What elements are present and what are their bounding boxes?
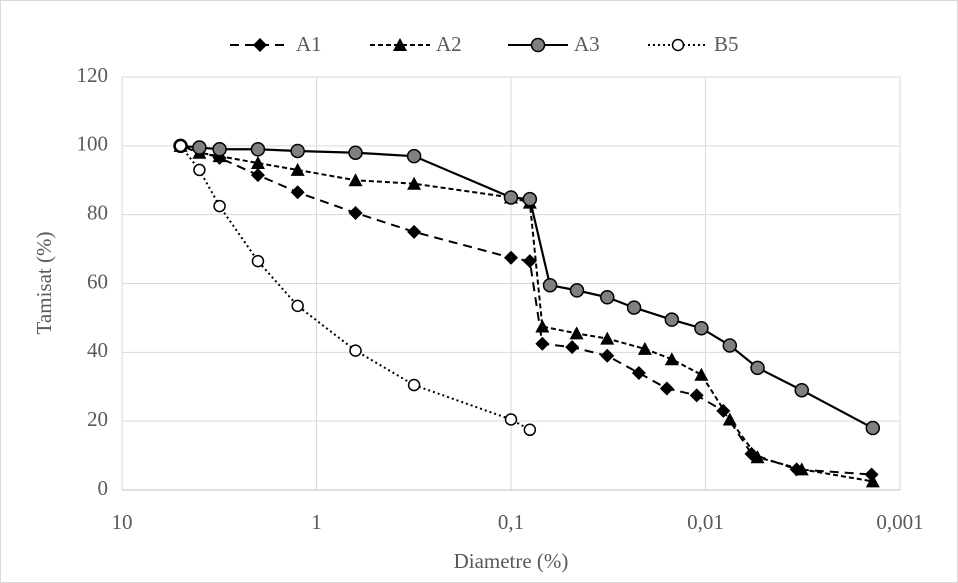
y-tick-label: 0 bbox=[98, 476, 109, 500]
data-point bbox=[599, 290, 615, 305]
data-point bbox=[664, 312, 680, 327]
data-point bbox=[865, 474, 880, 488]
y-tick-label: 80 bbox=[87, 200, 108, 224]
data-point bbox=[750, 360, 765, 376]
data-point bbox=[348, 145, 363, 160]
data-point bbox=[569, 326, 584, 340]
legend-label: A1 bbox=[296, 32, 322, 56]
data-point bbox=[192, 140, 207, 155]
data-point bbox=[864, 467, 879, 482]
x-tick-label: 1 bbox=[311, 510, 322, 534]
legend-label: A2 bbox=[436, 32, 462, 56]
data-point bbox=[406, 148, 422, 164]
x-axis-title: Diametre (%) bbox=[454, 549, 569, 573]
data-point bbox=[407, 176, 422, 190]
data-point bbox=[750, 450, 765, 464]
data-point bbox=[212, 142, 227, 157]
x-tick-label: 0,01 bbox=[687, 510, 724, 534]
y-tick-label: 40 bbox=[87, 338, 108, 362]
data-point bbox=[522, 191, 538, 207]
legend-marker bbox=[530, 37, 546, 53]
data-point bbox=[348, 173, 363, 187]
data-point bbox=[600, 331, 615, 345]
data-point bbox=[290, 143, 305, 159]
y-tick-label: 60 bbox=[87, 269, 108, 293]
x-tick-label: 0,1 bbox=[498, 510, 524, 534]
legend-label: A3 bbox=[574, 32, 600, 56]
data-point bbox=[600, 348, 615, 363]
data-point bbox=[349, 344, 362, 357]
data-point bbox=[250, 142, 266, 157]
data-point bbox=[694, 320, 709, 336]
data-point bbox=[664, 352, 679, 366]
data-point bbox=[794, 382, 809, 398]
legend-marker bbox=[671, 38, 685, 52]
legend-marker bbox=[393, 38, 407, 51]
data-point bbox=[523, 423, 537, 437]
data-point bbox=[174, 139, 187, 153]
data-point bbox=[722, 338, 738, 353]
data-point bbox=[865, 420, 881, 436]
y-axis-title: Tamisat (%) bbox=[32, 232, 56, 335]
data-point bbox=[291, 299, 304, 313]
data-point bbox=[722, 412, 737, 426]
data-point bbox=[407, 224, 422, 239]
legend-marker bbox=[253, 38, 267, 52]
data-point bbox=[694, 367, 709, 381]
data-point bbox=[631, 365, 646, 380]
series-line bbox=[180, 144, 872, 476]
data-point bbox=[535, 319, 550, 333]
data-point bbox=[504, 413, 518, 426]
data-point bbox=[290, 185, 305, 200]
data-point bbox=[504, 250, 518, 265]
data-point bbox=[251, 254, 265, 268]
data-point bbox=[535, 336, 550, 351]
data-point bbox=[626, 300, 642, 315]
data-point bbox=[689, 388, 704, 403]
data-point bbox=[565, 340, 580, 355]
data-point bbox=[290, 162, 305, 176]
y-tick-label: 20 bbox=[87, 407, 108, 431]
data-point bbox=[407, 378, 421, 392]
data-point bbox=[250, 156, 265, 170]
x-tick-label: 0,001 bbox=[876, 510, 923, 534]
data-point bbox=[522, 254, 537, 269]
data-point bbox=[213, 199, 226, 213]
data-point bbox=[794, 462, 809, 476]
data-point bbox=[659, 381, 674, 396]
data-point bbox=[569, 283, 585, 298]
data-point bbox=[503, 190, 519, 205]
y-tick-label: 100 bbox=[77, 132, 109, 156]
data-point bbox=[250, 168, 265, 183]
x-tick-label: 10 bbox=[112, 510, 133, 534]
y-tick-label: 120 bbox=[77, 63, 109, 87]
data-point bbox=[348, 205, 363, 220]
data-point bbox=[193, 163, 206, 177]
legend-label: B5 bbox=[714, 32, 739, 56]
data-point bbox=[542, 277, 558, 293]
data-point bbox=[637, 341, 652, 355]
